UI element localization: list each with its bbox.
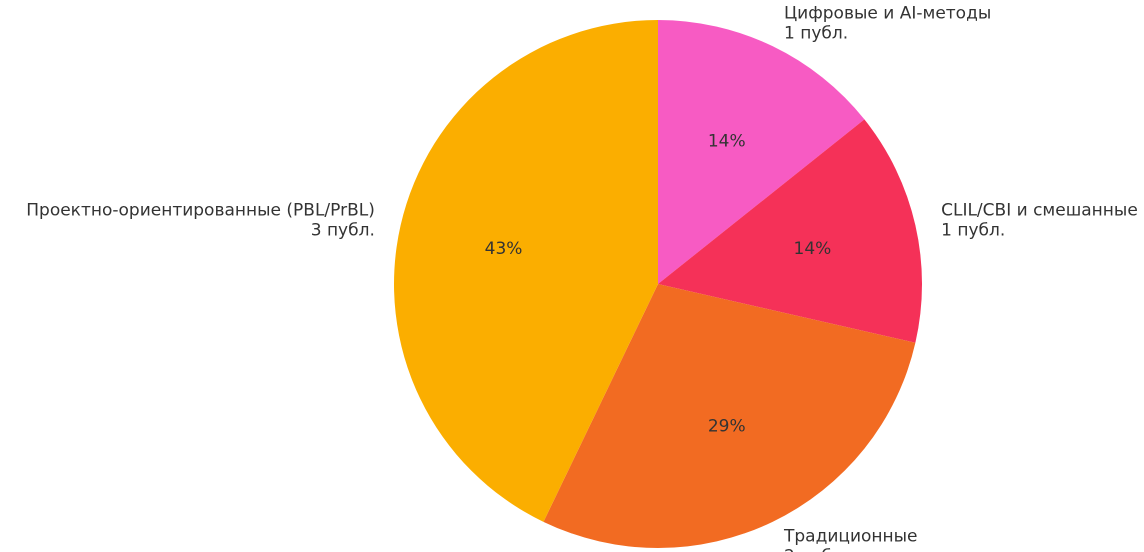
pie-count-label-1: 1 публ.: [941, 220, 1005, 240]
pie-slice-0: [658, 20, 865, 284]
pie-count-label-0: 1 публ.: [784, 23, 848, 43]
pie-count-label-2: 2 публ.: [784, 547, 848, 552]
pie-percent-label-0: 14%: [708, 131, 746, 151]
pie-slices: [394, 20, 922, 548]
pie-slice-3: [394, 20, 658, 522]
pie-percent-label-3: 43%: [485, 239, 523, 259]
pie-category-label-2: Традиционные: [783, 527, 918, 547]
pie-percent-label-2: 29%: [708, 417, 746, 437]
pie-slice-1: [658, 119, 922, 343]
pie-slice-2: [543, 284, 916, 548]
pie-category-label-1: CLIL/CBI и смешанные: [941, 200, 1138, 220]
pie-category-label-3: Проектно-ориентированные (PBL/PrBL): [26, 200, 375, 220]
pie-category-label-0: Цифровые и AI-методы: [784, 3, 991, 23]
pie-percent-label-1: 14%: [794, 239, 832, 259]
pie-count-label-3: 3 публ.: [311, 220, 375, 240]
